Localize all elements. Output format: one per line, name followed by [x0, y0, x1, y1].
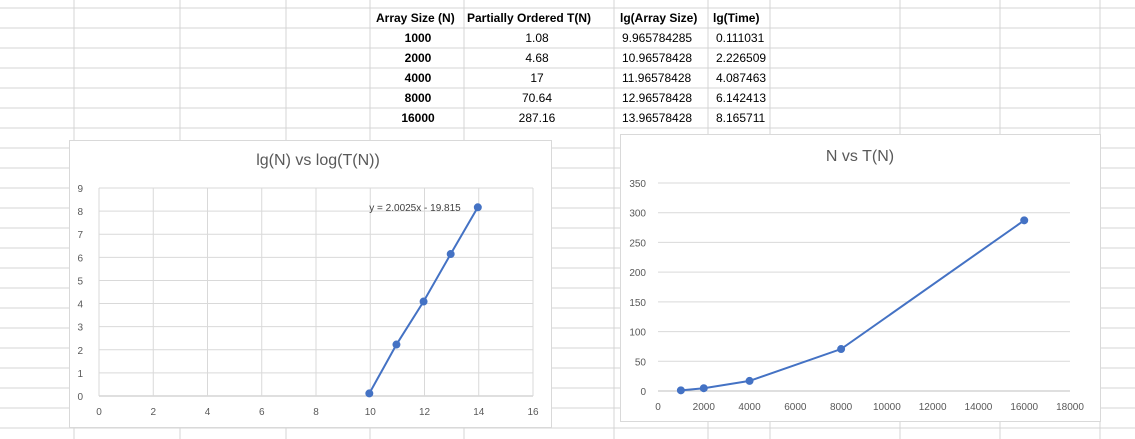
x-tick-label: 12000 [919, 402, 947, 413]
chart-n-vs-t[interactable] [620, 134, 1101, 422]
x-tick-label: 0 [655, 402, 661, 413]
header-lg-time[interactable]: lg(Time) [713, 11, 760, 25]
y-tick-label: 0 [640, 387, 646, 398]
cell-t[interactable]: 70.64 [521, 91, 553, 105]
data-point[interactable] [1020, 216, 1029, 225]
x-tick-label: 8 [313, 407, 319, 418]
cell-n[interactable]: 1000 [404, 31, 432, 45]
y-tick-label: 9 [77, 184, 83, 195]
cell-n[interactable]: 2000 [404, 51, 432, 65]
cell-lg-n[interactable]: 12.96578428 [622, 91, 693, 105]
y-tick-label: 300 [629, 209, 646, 220]
cell-lg-n[interactable]: 13.96578428 [622, 111, 693, 125]
cell-n[interactable]: 16000 [401, 111, 435, 125]
y-tick-label: 150 [629, 298, 646, 309]
series-line [680, 219, 1025, 392]
x-tick-label: 8000 [830, 402, 853, 413]
x-tick-label: 4 [205, 407, 211, 418]
y-tick-label: 2 [77, 346, 83, 357]
x-tick-label: 6 [259, 407, 265, 418]
cell-n[interactable]: 4000 [404, 71, 432, 85]
data-point[interactable] [419, 297, 428, 306]
data-point[interactable] [837, 345, 846, 354]
y-tick-label: 100 [629, 328, 646, 339]
x-tick-label: 0 [96, 407, 102, 418]
cell-lg-n[interactable]: 10.96578428 [622, 51, 693, 65]
cell-n[interactable]: 8000 [404, 91, 432, 105]
y-tick-label: 350 [629, 179, 646, 190]
y-tick-label: 1 [77, 369, 83, 380]
data-point[interactable] [676, 386, 685, 395]
cell-lg-t[interactable]: 8.165711 [716, 111, 766, 125]
data-point[interactable] [745, 376, 754, 385]
y-tick-label: 50 [635, 357, 647, 368]
y-tick-label: 3 [77, 323, 83, 334]
y-tick-label: 7 [77, 230, 83, 241]
cell-t[interactable]: 4.68 [525, 51, 549, 65]
cell-t[interactable]: 17 [530, 71, 544, 85]
x-tick-label: 6000 [784, 402, 807, 413]
trendline-label: y = 2.0025x - 19.815 [369, 203, 461, 214]
header-array-size[interactable]: Array Size (N) [376, 11, 455, 25]
cell-lg-n[interactable]: 9.965784285 [622, 31, 693, 45]
y-tick-label: 8 [77, 207, 83, 218]
header-lg-array-size[interactable]: lg(Array Size) [620, 11, 698, 25]
x-tick-label: 14000 [965, 402, 993, 413]
cell-lg-t[interactable]: 2.226509 [716, 51, 767, 65]
y-tick-label: 6 [77, 253, 83, 264]
x-tick-label: 10 [365, 407, 377, 418]
x-tick-label: 4000 [738, 402, 761, 413]
y-tick-label: 250 [629, 238, 646, 249]
chart-2-title: N vs T(N) [825, 148, 895, 165]
x-tick-label: 18000 [1056, 402, 1084, 413]
cell-lg-t[interactable]: 0.111031 [716, 31, 765, 45]
y-tick-label: 5 [77, 276, 83, 287]
data-point[interactable] [365, 389, 374, 398]
data-point[interactable] [473, 203, 482, 212]
x-tick-label: 10000 [873, 402, 901, 413]
x-tick-label: 14 [473, 407, 485, 418]
y-tick-label: 4 [77, 300, 83, 311]
x-tick-label: 16000 [1010, 402, 1038, 413]
cell-lg-n[interactable]: 11.96578428 [622, 71, 692, 85]
x-tick-label: 16 [527, 407, 539, 418]
chart-1-title: lg(N) vs log(T(N)) [256, 152, 380, 169]
data-point[interactable] [392, 340, 401, 349]
chart-2-plot: 0 50 100 150 200 250 300 350 0 2000 4000 6000 8000 10… [629, 179, 1084, 413]
cell-lg-t[interactable]: 4.087463 [716, 71, 767, 85]
data-point[interactable] [446, 250, 455, 259]
cell-t[interactable]: 287.16 [518, 111, 556, 125]
data-point[interactable] [699, 384, 708, 393]
cell-t[interactable]: 1.08 [525, 31, 549, 45]
x-tick-label: 2000 [693, 402, 716, 413]
x-tick-label: 2 [150, 407, 156, 418]
x-tick-label: 12 [419, 407, 431, 418]
header-partially-ordered[interactable]: Partially Ordered T(N) [467, 11, 592, 25]
cell-lg-t[interactable]: 6.142413 [716, 91, 767, 105]
y-tick-label: 0 [77, 392, 83, 403]
y-tick-label: 200 [629, 268, 646, 279]
